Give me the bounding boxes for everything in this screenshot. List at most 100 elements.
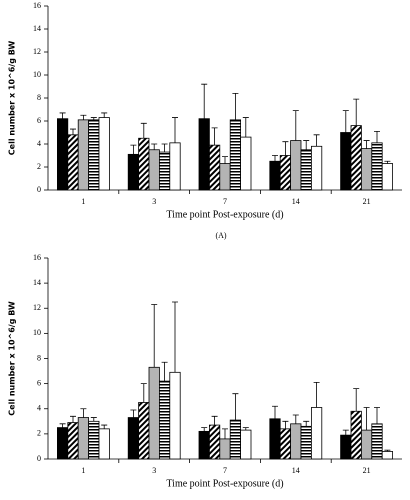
bar [57, 118, 69, 191]
error-bar [70, 415, 76, 423]
error-bar [172, 301, 178, 373]
error-bar [90, 417, 97, 422]
error-bar [211, 415, 218, 426]
y-tick-label: 8 [37, 93, 41, 102]
y-tick-label: 2 [37, 429, 41, 438]
x-tick-label: 7 [223, 197, 227, 206]
bar [158, 151, 171, 191]
error-bar [313, 381, 320, 408]
bar [77, 119, 89, 191]
y-tick-label: 2 [37, 162, 41, 171]
y-tick-label: 16 [33, 1, 41, 10]
bar [67, 422, 79, 460]
bar [360, 148, 373, 191]
error-bar [303, 420, 310, 427]
error-bar [211, 127, 218, 146]
error-bar [151, 143, 158, 150]
bar [340, 434, 352, 460]
bar [138, 402, 150, 460]
bar [169, 371, 181, 460]
x-tick-label: 1 [81, 466, 85, 475]
error-bar [242, 117, 249, 138]
error-bar [232, 93, 239, 120]
error-bar [272, 155, 278, 162]
error-bar [222, 428, 228, 439]
y-tick-label: 12 [33, 47, 41, 56]
error-bar [374, 130, 380, 143]
error-bar [101, 112, 108, 118]
bar [77, 417, 89, 460]
bar [310, 145, 323, 191]
bar [158, 380, 171, 460]
bar [67, 134, 79, 191]
error-bar [292, 110, 299, 141]
bar [371, 142, 383, 191]
bar [219, 438, 231, 460]
bar [98, 117, 110, 191]
x-axis-label: Time point Post-exposure (d) [166, 478, 283, 489]
error-bar [292, 414, 299, 424]
bar [340, 132, 352, 191]
error-bar [161, 143, 168, 153]
error-bar [374, 407, 380, 424]
error-bar [384, 160, 391, 164]
error-bar [282, 420, 289, 429]
x-axis-label: Time point Post-exposure (d) [166, 209, 283, 220]
error-bar [140, 383, 147, 403]
y-tick-label: 10 [33, 328, 41, 337]
y-tick-label: 12 [33, 303, 41, 312]
error-bar [151, 304, 158, 368]
y-tick-label: 0 [37, 454, 41, 463]
y-axis-label: Cell number x 10^6/g BW [8, 301, 17, 416]
error-bar [342, 110, 349, 133]
bar [127, 417, 139, 460]
error-bar [303, 140, 310, 150]
error-bar [80, 114, 87, 120]
bar [169, 142, 181, 191]
bar [148, 366, 160, 460]
error-bar [242, 427, 249, 431]
x-tick-label: 7 [223, 466, 227, 475]
bar [240, 429, 252, 460]
y-axis-label: Cell number x 10^6/g BW [8, 41, 17, 156]
error-bar [140, 122, 147, 139]
error-bar [384, 449, 391, 452]
error-bar [201, 83, 208, 119]
error-bar [201, 427, 208, 432]
y-tick-label: 4 [37, 404, 41, 413]
bar [88, 420, 100, 460]
bar [240, 136, 252, 191]
bar [219, 163, 231, 191]
bar [300, 149, 312, 191]
y-tick-label: 6 [37, 116, 41, 125]
bar [279, 428, 292, 460]
bar [290, 423, 302, 460]
error-bar [272, 405, 278, 419]
x-tick-label: 1 [81, 197, 85, 206]
x-tick-label: 21 [363, 197, 371, 206]
bar [371, 423, 383, 460]
y-tick-label: 14 [33, 278, 41, 287]
error-bar [130, 409, 137, 418]
error-bar [282, 141, 289, 156]
bar [198, 118, 210, 191]
error-bar [353, 98, 360, 126]
error-bar [80, 408, 87, 418]
x-tick-label: 14 [292, 197, 300, 206]
bar [208, 424, 221, 460]
bar [279, 155, 292, 191]
error-bar [59, 112, 66, 119]
bar [350, 410, 362, 460]
x-tick-label: 21 [363, 466, 371, 475]
bar [148, 149, 160, 191]
bar [300, 425, 312, 460]
bar [138, 137, 150, 191]
bar [229, 119, 241, 191]
bar [198, 430, 210, 460]
error-bar [363, 140, 370, 149]
error-bar [90, 117, 97, 120]
annotation: a [63, 138, 67, 147]
bar [208, 144, 221, 191]
x-tick-label: 3 [152, 197, 156, 206]
